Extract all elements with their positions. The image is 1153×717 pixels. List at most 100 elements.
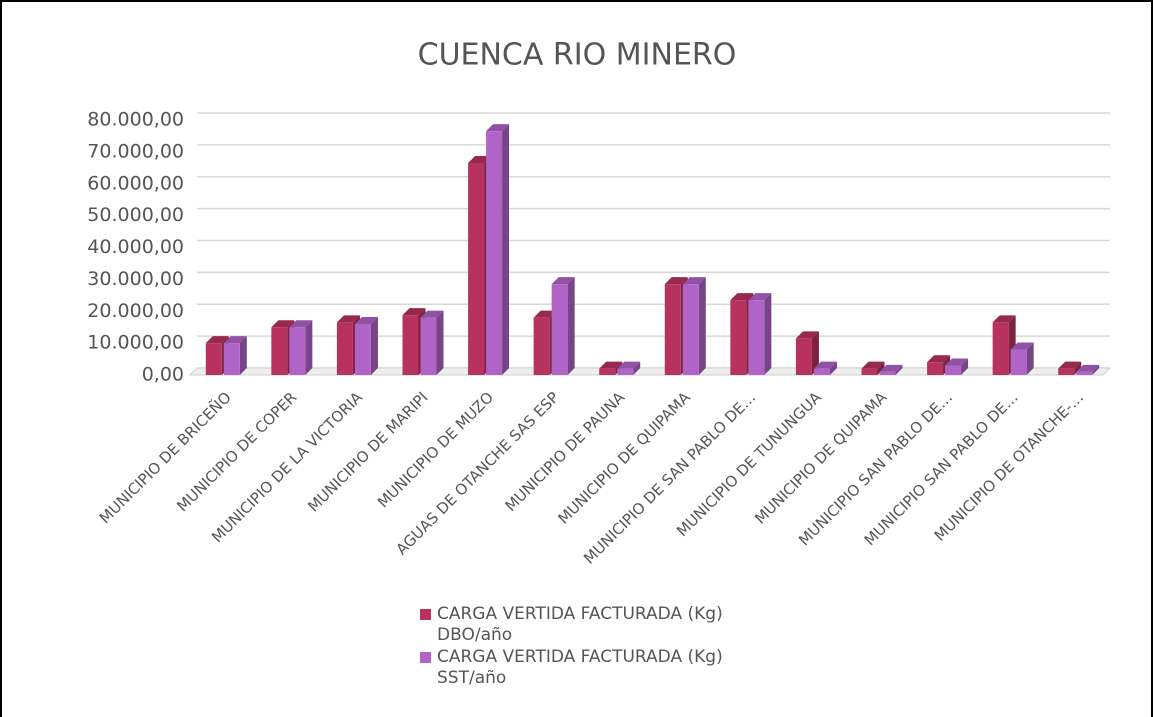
bar-front bbox=[617, 368, 634, 375]
bar bbox=[486, 124, 510, 375]
bar-top bbox=[748, 293, 772, 301]
y-tick-label: 70.000,00 bbox=[87, 140, 184, 162]
bar-front bbox=[1076, 371, 1093, 375]
legend-item: CARGA VERTIDA FACTURADA (Kg) SST/año bbox=[420, 647, 820, 689]
bar-side bbox=[502, 124, 510, 375]
bar-front bbox=[682, 284, 699, 375]
bar-front bbox=[599, 368, 616, 375]
bar-front bbox=[992, 322, 1009, 375]
bar-side bbox=[829, 361, 837, 375]
bar-top bbox=[336, 315, 360, 323]
bar-front bbox=[813, 368, 830, 375]
bar-front bbox=[748, 300, 765, 375]
bar bbox=[927, 355, 951, 375]
x-tick-label: MUNICIPIO DE QUIPAMA bbox=[554, 388, 694, 528]
bar-top bbox=[1010, 342, 1034, 350]
y-tick-label: 20.000,00 bbox=[87, 300, 184, 322]
bar-front bbox=[336, 322, 353, 375]
x-tick-label: MUNICIPIO DE QUIPAMA bbox=[751, 388, 891, 528]
bar bbox=[879, 364, 903, 375]
bar-side bbox=[961, 358, 969, 375]
bar-front bbox=[271, 327, 288, 375]
bar bbox=[420, 310, 444, 375]
bar-top bbox=[795, 331, 819, 339]
bar-top bbox=[879, 364, 903, 372]
bar-top bbox=[861, 361, 885, 369]
legend-swatch bbox=[420, 609, 431, 620]
y-tick-label: 10.000,00 bbox=[87, 332, 184, 354]
bar-front bbox=[861, 368, 878, 375]
bar-front bbox=[730, 300, 747, 375]
bar-top bbox=[945, 358, 969, 366]
bar bbox=[1058, 361, 1082, 375]
bar-top bbox=[992, 315, 1016, 323]
bar-side bbox=[436, 310, 444, 375]
bar-side bbox=[370, 317, 378, 375]
bar-side bbox=[895, 364, 903, 375]
bar-front bbox=[551, 284, 568, 375]
bar-top bbox=[927, 355, 951, 363]
bar-top bbox=[813, 361, 837, 369]
bar bbox=[1076, 364, 1100, 375]
bar-side bbox=[764, 293, 772, 375]
chart-title: CUENCA RIO MINERO bbox=[418, 38, 737, 73]
bar-front bbox=[402, 315, 419, 375]
bar bbox=[945, 358, 969, 375]
bar-side bbox=[1092, 364, 1100, 375]
bar-front bbox=[354, 324, 371, 375]
bar-top bbox=[617, 361, 641, 369]
bar-top bbox=[664, 277, 688, 285]
bar-top bbox=[223, 336, 247, 344]
bar-top bbox=[354, 317, 378, 324]
bar bbox=[551, 277, 575, 375]
y-tick-label: 0,00 bbox=[142, 364, 184, 386]
bar-side bbox=[567, 277, 575, 375]
bar-top bbox=[730, 293, 754, 301]
bar-top bbox=[1076, 364, 1100, 372]
bar-side bbox=[811, 331, 819, 375]
legend-label: CARGA VERTIDA FACTURADA (Kg) DBO/año bbox=[437, 604, 723, 645]
bar-top bbox=[420, 310, 444, 318]
bar-side bbox=[305, 320, 313, 375]
bar bbox=[354, 317, 378, 375]
bar bbox=[1010, 342, 1034, 375]
bar-side bbox=[239, 336, 247, 375]
bar-front bbox=[879, 371, 896, 375]
bar-front bbox=[1058, 368, 1075, 375]
x-tick-label: MUNICIPIO DE MUZO bbox=[374, 388, 497, 511]
legend-label: CARGA VERTIDA FACTURADA (Kg) SST/año bbox=[437, 647, 723, 688]
x-tick-label: MUNICIPIO DE MARIPI bbox=[304, 388, 431, 515]
legend: CARGA VERTIDA FACTURADA (Kg) DBO/año CARG… bbox=[420, 604, 820, 690]
y-tick-label: 60.000,00 bbox=[87, 172, 184, 194]
bar bbox=[682, 277, 706, 375]
bar bbox=[223, 336, 247, 375]
bar-front bbox=[468, 163, 485, 375]
y-tick-label: 40.000,00 bbox=[87, 236, 184, 258]
x-tick-label: MUNICIPIO DE PAUNA bbox=[502, 388, 629, 515]
y-tick-label: 50.000,00 bbox=[87, 204, 184, 226]
bar bbox=[748, 293, 772, 375]
x-tick-label: MUNICIPIO DE BRICEÑO bbox=[95, 388, 235, 528]
bar-front bbox=[420, 317, 437, 375]
legend-item: CARGA VERTIDA FACTURADA (Kg) DBO/año bbox=[420, 604, 820, 646]
floor bbox=[188, 367, 1112, 376]
bar-top bbox=[289, 320, 313, 328]
bar-front bbox=[533, 317, 550, 375]
bar-top bbox=[468, 156, 492, 164]
bar-top bbox=[271, 320, 295, 328]
bar-front bbox=[289, 327, 306, 375]
bar-side bbox=[1074, 361, 1082, 375]
bar-front bbox=[795, 338, 812, 375]
bar bbox=[795, 331, 819, 375]
bar bbox=[861, 361, 885, 375]
bar-top bbox=[533, 310, 557, 318]
bar-front bbox=[927, 362, 944, 375]
x-tick-label: MUNICIPIO DE COPER bbox=[173, 388, 300, 515]
bar-top bbox=[682, 277, 706, 285]
y-tick-label: 30.000,00 bbox=[87, 268, 184, 290]
bar-side bbox=[633, 361, 641, 375]
bar-front bbox=[205, 343, 222, 375]
bar-top bbox=[205, 336, 229, 344]
